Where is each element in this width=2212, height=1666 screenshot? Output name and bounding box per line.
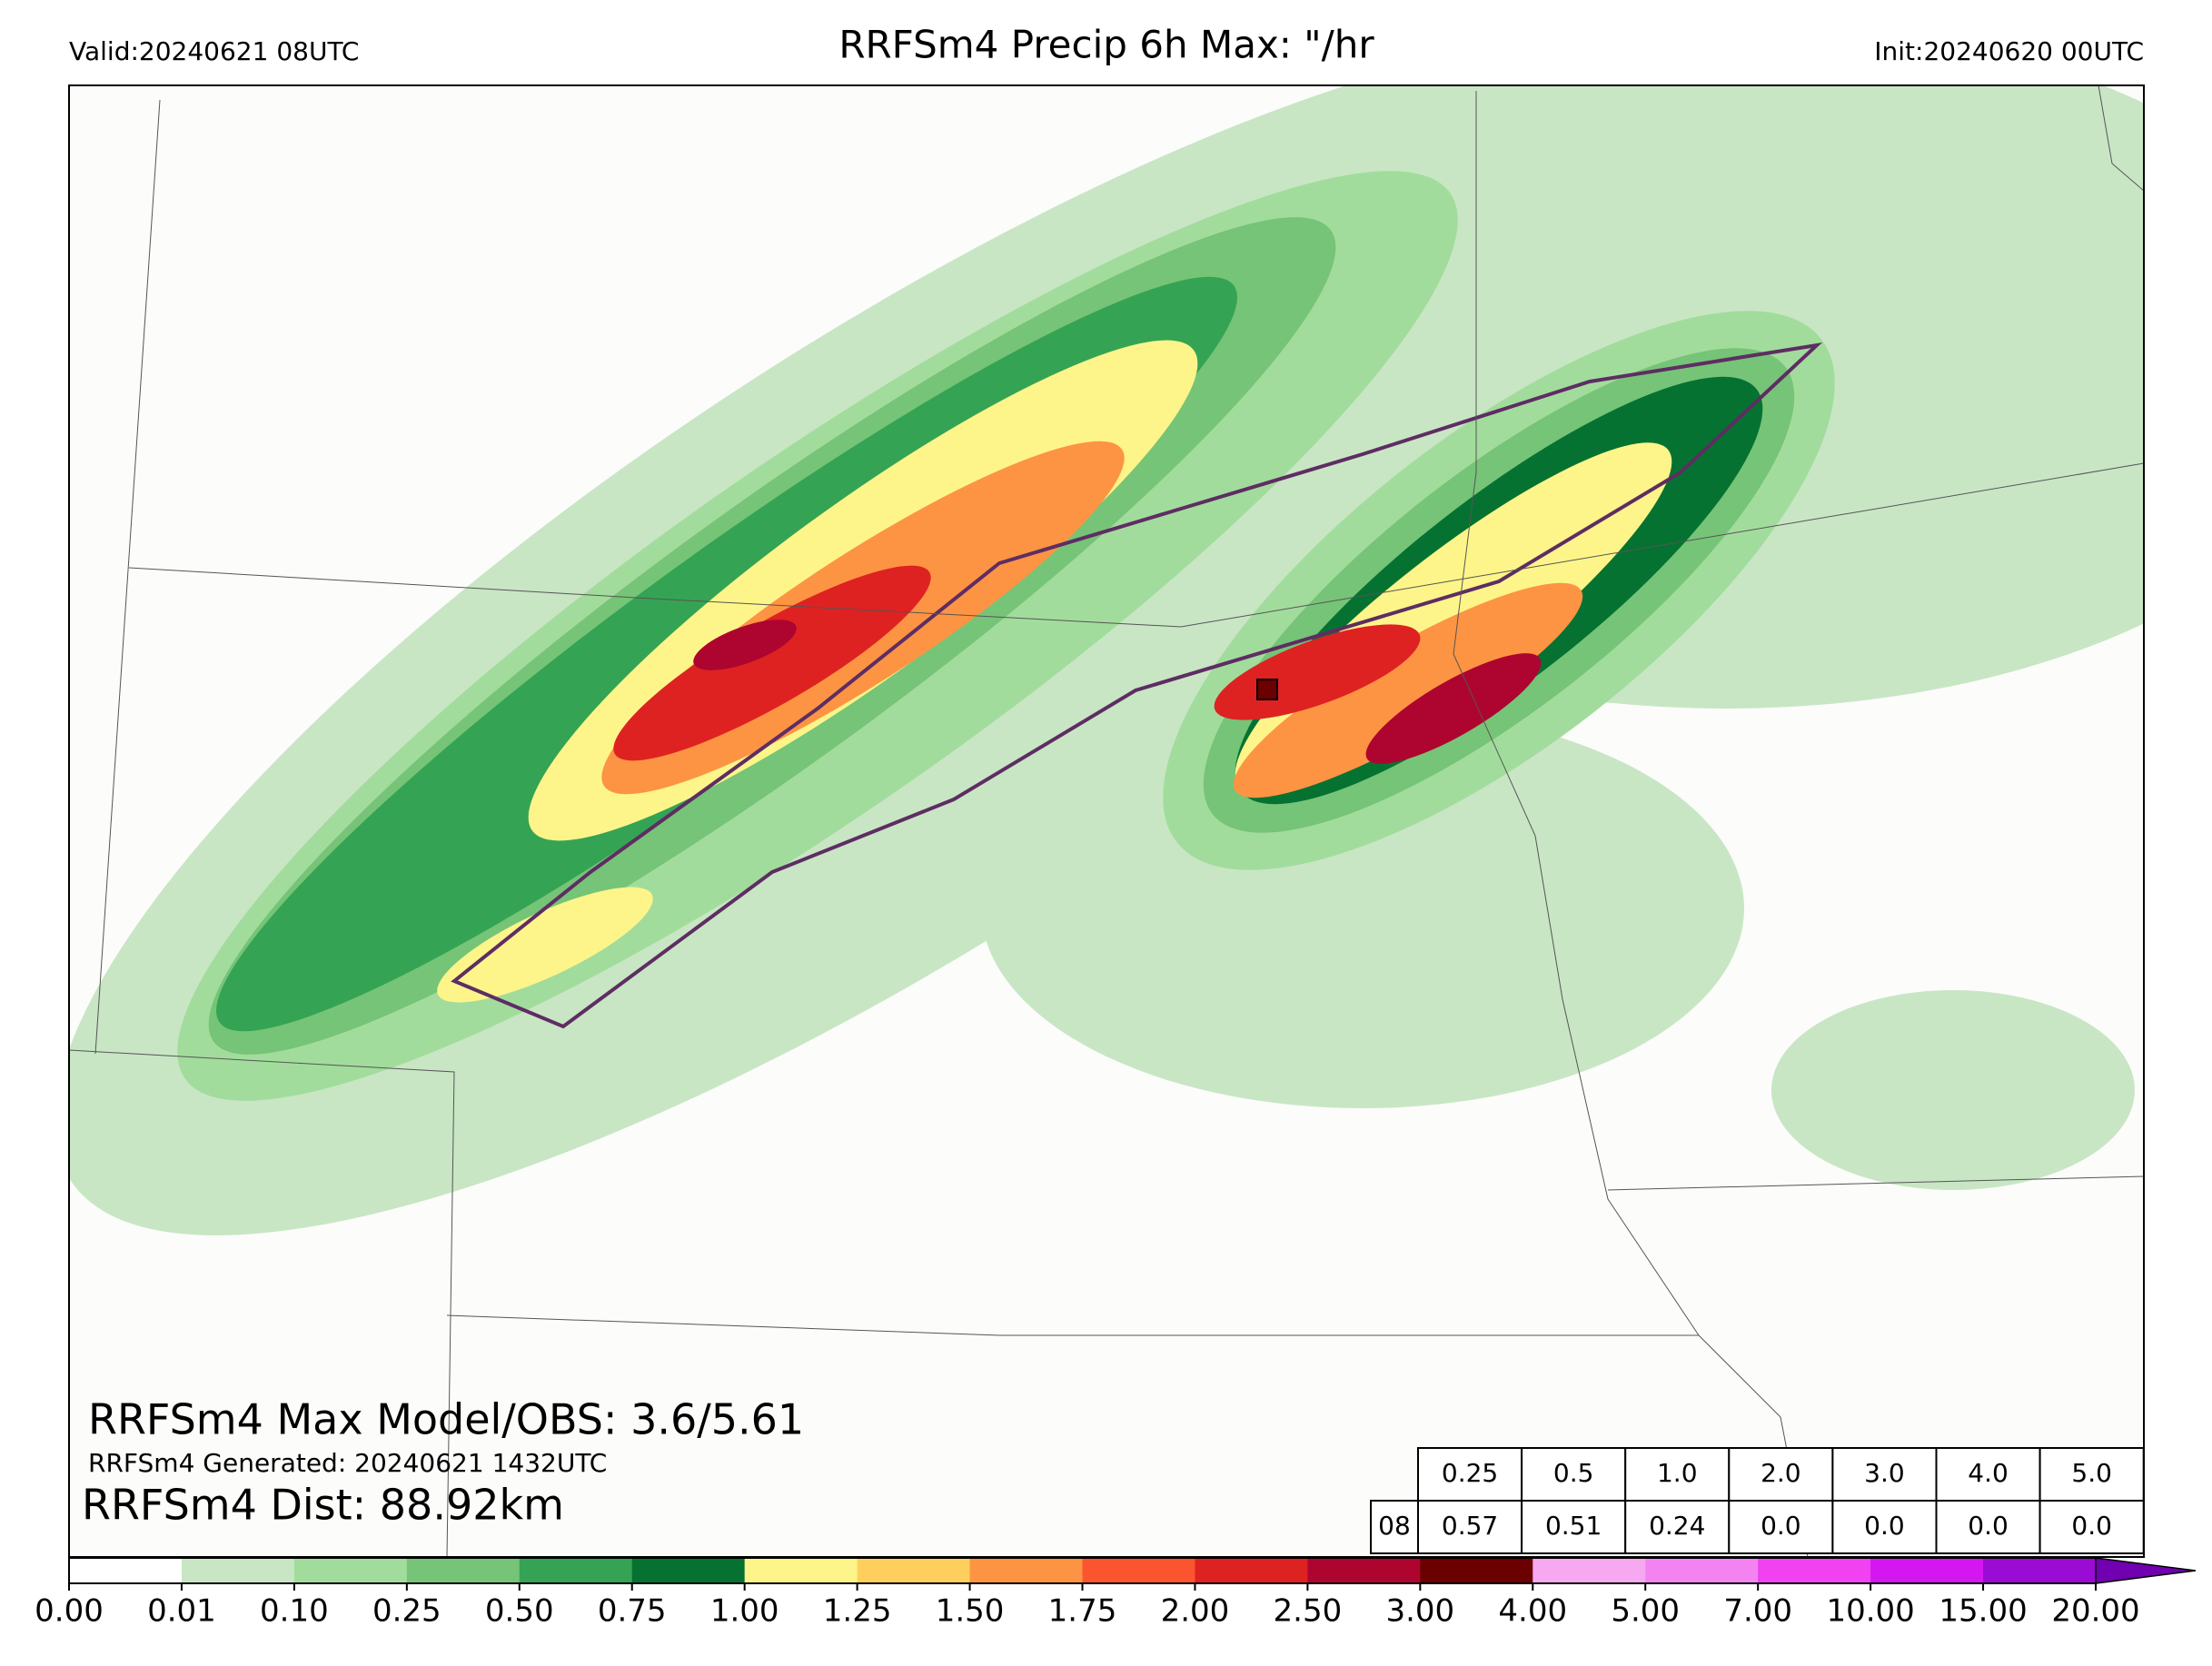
init-time: Init:20240620 00UTC xyxy=(1874,36,2144,66)
colorbar-segment xyxy=(857,1558,971,1583)
table-cell xyxy=(1521,1447,1627,1502)
table-cell xyxy=(2038,1500,2145,1554)
generated-annotation: RRFSm4 Generated: 20240621 1432UTC xyxy=(88,1448,607,1478)
colorbar-segment xyxy=(969,1558,1083,1583)
table-cell xyxy=(1624,1447,1731,1502)
colorbar-segment xyxy=(519,1558,633,1583)
colorbar-segment xyxy=(1983,1558,2097,1583)
colorbar-segment xyxy=(406,1558,521,1583)
table-row-label: 08 xyxy=(1378,1511,1411,1541)
colorbar-label: 3.00 xyxy=(1385,1593,1454,1630)
table-cell xyxy=(1935,1500,2041,1554)
table-header: 4.0 xyxy=(1968,1458,2009,1488)
table-header: 0.25 xyxy=(1442,1458,1498,1488)
colorbar-segment xyxy=(181,1558,295,1583)
table-cell xyxy=(1831,1447,1938,1502)
title: RRFSm4 Precip 6h Max: "/hr xyxy=(838,23,1374,67)
colorbar-label: 0.00 xyxy=(35,1593,104,1630)
table-cell xyxy=(2038,1447,2145,1502)
valid-time: Valid:20240621 08UTC xyxy=(69,36,359,66)
stats-table: 0.25 0.5 1.0 2.0 3.0 4.0 5.0 08 0.57 0.51 0.24 0.0 0… xyxy=(1370,1447,2145,1554)
table-cell xyxy=(1417,1447,1523,1502)
colorbar-label: 0.50 xyxy=(485,1593,554,1630)
colorbar-segment xyxy=(1195,1558,1308,1583)
table-header: 3.0 xyxy=(1864,1458,1905,1488)
colorbar-label: 0.01 xyxy=(147,1593,216,1630)
colorbar-segment xyxy=(1645,1558,1759,1583)
colorbar-extension xyxy=(2095,1557,2197,1584)
colorbar-segment xyxy=(1533,1558,1646,1583)
colorbar-label: 1.75 xyxy=(1048,1593,1117,1630)
table-cell xyxy=(1935,1447,2041,1502)
obs-max-marker xyxy=(1256,679,1278,700)
dist-annotation: RRFSm4 Dist: 88.92km xyxy=(82,1481,564,1530)
colorbar-label: 20.00 xyxy=(2051,1593,2139,1630)
table-cell xyxy=(1417,1500,1523,1554)
colorbar-segment xyxy=(1082,1558,1195,1583)
colorbar-segment xyxy=(1420,1558,1533,1583)
colorbar-segment xyxy=(1870,1558,1984,1583)
table-header: 0.5 xyxy=(1553,1458,1594,1488)
colorbar-label: 5.00 xyxy=(1611,1593,1680,1630)
table-value: 0.51 xyxy=(1545,1511,1602,1541)
colorbar-segment xyxy=(69,1558,183,1583)
table-value: 0.0 xyxy=(1864,1511,1905,1541)
colorbar-label: 7.00 xyxy=(1723,1593,1792,1630)
colorbar-label: 0.75 xyxy=(598,1593,667,1630)
map xyxy=(68,84,2145,1558)
colorbar-label: 10.00 xyxy=(1826,1593,1914,1630)
table-value: 0.0 xyxy=(1968,1511,2009,1541)
table-cell xyxy=(1624,1500,1731,1554)
colorbar-label: 1.00 xyxy=(710,1593,779,1630)
colorbar-label: 2.50 xyxy=(1274,1593,1343,1630)
colorbar-label: 2.00 xyxy=(1161,1593,1230,1630)
max-annotation: RRFSm4 Max Model/OBS: 3.6/5.61 xyxy=(88,1395,804,1444)
precip-field xyxy=(69,85,2144,1235)
table-header: 1.0 xyxy=(1657,1458,1698,1488)
colorbar-segment xyxy=(631,1558,746,1583)
table-header: 2.0 xyxy=(1761,1458,1801,1488)
colorbar: 0.00 0.01 0.10 0.25 0.50 0.75 1.00 1.25 1.50 1.75… xyxy=(35,1557,2197,1630)
table-cell xyxy=(1521,1500,1627,1554)
colorbar-label: 0.25 xyxy=(372,1593,441,1630)
table-value: 0.0 xyxy=(1761,1511,1801,1541)
colorbar-segment xyxy=(293,1558,408,1583)
colorbar-segment xyxy=(744,1558,858,1583)
colorbar-segment xyxy=(1758,1558,1871,1583)
table-value: 0.0 xyxy=(2071,1511,2112,1541)
colorbar-label: 0.10 xyxy=(260,1593,329,1630)
table-cell xyxy=(1370,1500,1419,1554)
table-cell xyxy=(1728,1500,1834,1554)
colorbar-label: 4.00 xyxy=(1498,1593,1567,1630)
colorbar-label: 1.25 xyxy=(823,1593,892,1630)
table-value: 0.24 xyxy=(1649,1511,1705,1541)
table-header: 5.0 xyxy=(2071,1458,2112,1488)
colorbar-label: 1.50 xyxy=(936,1593,1005,1630)
table-value: 0.57 xyxy=(1442,1511,1498,1541)
colorbar-segment xyxy=(1307,1558,1421,1583)
colorbar-label: 15.00 xyxy=(1939,1593,2027,1630)
